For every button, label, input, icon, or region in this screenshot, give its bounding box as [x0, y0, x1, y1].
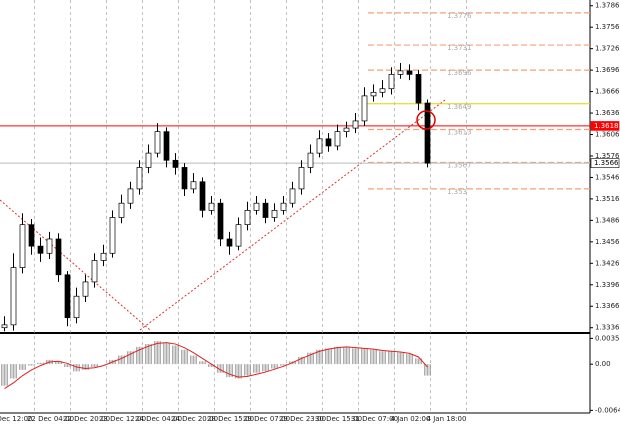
y-tick-label: 1.3366 [595, 302, 620, 310]
candle-body [190, 181, 197, 190]
y-tick-label: 1.3516 [595, 195, 620, 203]
candle-body [91, 260, 98, 283]
candle-body [379, 88, 386, 93]
y-tick-label: 1.3786 [595, 2, 620, 10]
y-tick-label: 1.3726 [595, 45, 620, 53]
candle-body [415, 74, 422, 104]
x-tick-label: 29 Dec 23:00 [279, 415, 326, 423]
y-tick-label: 1.3576 [595, 152, 620, 160]
candle-body [388, 74, 395, 90]
y-tick-label: 1.3456 [595, 238, 620, 246]
candle-body [271, 210, 278, 218]
x-tick-label: 22 Dec 04:00 [27, 415, 74, 423]
candle-body [55, 238, 62, 276]
x-tick-label: 29 Dec 07:00 [243, 415, 290, 423]
candle-body [406, 70, 413, 75]
y2-tick-label: 0.00359 [595, 334, 620, 342]
x-tick-label: 24 Dec 04:00 [135, 415, 182, 423]
candle-body [46, 238, 53, 254]
price-label-box [590, 121, 620, 131]
y-tick-label: 1.3696 [595, 66, 620, 74]
x-tick-label: 24 Dec 20:00 [171, 415, 218, 423]
y2-tick-label: -0.00643 [595, 406, 620, 414]
trend-line [0, 199, 151, 331]
candle-body [127, 188, 134, 204]
candle-body [154, 131, 161, 154]
candle-body [199, 181, 206, 211]
level-label: 1.3696 [447, 69, 472, 77]
candle-body [109, 217, 116, 254]
candle-body [343, 127, 350, 133]
level-label: 1.353 [447, 188, 467, 196]
candle-body [352, 120, 359, 129]
y-tick-label: 1.3636 [595, 109, 620, 117]
x-tick-label: 30 Dec 15:00 [315, 415, 362, 423]
candle-body [208, 202, 215, 211]
level-label: 1.3613 [447, 129, 472, 137]
candle-body [37, 245, 44, 254]
x-tick-label: 4 Jan 18:00 [427, 415, 467, 423]
price-label: 1.3566 [594, 159, 619, 167]
candle-body [361, 95, 368, 122]
y-tick-label: 1.3426 [595, 259, 620, 267]
y-tick-label: 1.3396 [595, 281, 620, 289]
x-tick-label: 28 Dec 15:00 [207, 415, 254, 423]
signal-line [4, 342, 428, 390]
candle-body [19, 224, 26, 268]
highlight-circle [416, 110, 436, 130]
x-tick-label: 31 Dec 07:00 [351, 415, 398, 423]
candle-body [181, 167, 188, 190]
level-label: 1.3731 [447, 44, 472, 52]
y-tick-label: 1.3546 [595, 173, 620, 181]
candle-body [235, 224, 242, 247]
x-tick-label: Dec 12:00 [0, 415, 32, 423]
candle-body [136, 167, 143, 190]
level-label: 1.3567 [447, 161, 472, 169]
candle-body [145, 152, 152, 168]
candle-body [73, 295, 80, 319]
candle-body [163, 131, 170, 161]
candle-body [118, 202, 125, 218]
candle-body [10, 267, 17, 326]
level-label: 1.3776 [447, 12, 472, 20]
candle-body [253, 202, 260, 211]
y-tick-label: 1.3486 [595, 216, 620, 224]
candle-body [307, 152, 314, 168]
candle-body [28, 224, 35, 247]
x-tick-label: 22 Dec 20:00 [63, 415, 110, 423]
candle-body [262, 202, 269, 218]
price-label-box [590, 158, 620, 168]
candle-body [370, 91, 377, 97]
y-tick-label: 1.3666 [595, 88, 620, 96]
y-tick-label: 1.3756 [595, 23, 620, 31]
candle-body [397, 70, 404, 75]
candle-body [244, 210, 251, 226]
x-tick-label: 23 Dec 12:00 [99, 415, 146, 423]
candle-body [64, 274, 71, 319]
candle-body [226, 238, 233, 247]
candle-body [316, 138, 323, 154]
candle-body [1, 324, 8, 329]
candle-body [325, 138, 332, 147]
candle-body [280, 202, 287, 211]
candle-body [100, 252, 107, 261]
y-tick-label: 1.3336 [595, 324, 620, 332]
candle-body [424, 102, 431, 164]
candle-body [334, 131, 341, 147]
price-label: 1.3618 [594, 122, 619, 130]
candle-body [289, 188, 296, 204]
candle-body [217, 202, 224, 240]
x-tick-label: 4 Jan 02:00 [391, 415, 431, 423]
candle-body [298, 167, 305, 190]
y2-tick-label: 0.00 [595, 360, 611, 368]
level-label: 1.3649 [447, 103, 472, 111]
y-tick-label: 1.3606 [595, 131, 620, 139]
candle-body [82, 281, 89, 297]
candle-body [172, 159, 179, 168]
